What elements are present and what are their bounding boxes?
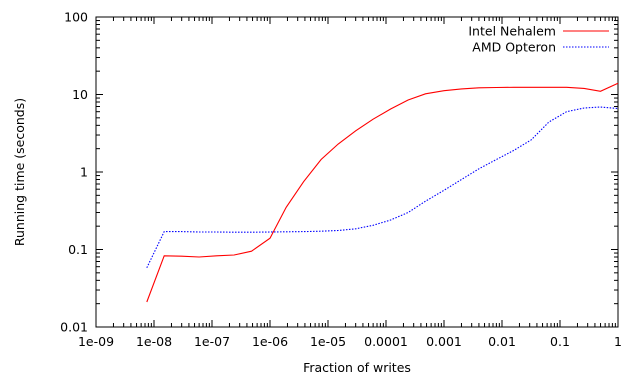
legend-label: Intel Nehalem [468, 24, 556, 39]
y-tick-label: 0.01 [60, 320, 88, 335]
x-tick-label: 1e-06 [252, 334, 288, 349]
legend-label: AMD Opteron [472, 40, 556, 55]
x-axis-title: Fraction of writes [303, 360, 411, 375]
y-axis: 0.01 0.1 1 10 100 [60, 10, 618, 335]
y-axis-title: Running time (seconds) [12, 98, 27, 246]
series-layer [146, 82, 619, 303]
x-tick-label: 1e-05 [310, 334, 346, 349]
y-tick-label: 1 [80, 165, 88, 180]
x-tick-label: 0.1 [550, 334, 570, 349]
x-tick-label: 1e-08 [136, 334, 172, 349]
x-tick-label: 0.01 [488, 334, 516, 349]
y-tick-label: 10 [72, 87, 88, 102]
x-tick-label: 0.0001 [364, 334, 408, 349]
x-tick-label: 0.001 [426, 334, 462, 349]
x-tick-label: 1e-09 [78, 334, 114, 349]
y-tick-label: 0.1 [68, 242, 88, 257]
x-axis: 1e-09 1e-08 1e-07 1e-06 1e-05 0.0001 0.001 0.01… [78, 17, 622, 349]
y-tick-label: 100 [64, 10, 88, 25]
series-line-intel-nehalem [146, 82, 619, 303]
series-line-amd-opteron [146, 106, 619, 269]
x-tick-label: 1e-07 [194, 334, 230, 349]
plot-frame [95, 16, 619, 328]
x-tick-label: 1 [614, 334, 622, 349]
